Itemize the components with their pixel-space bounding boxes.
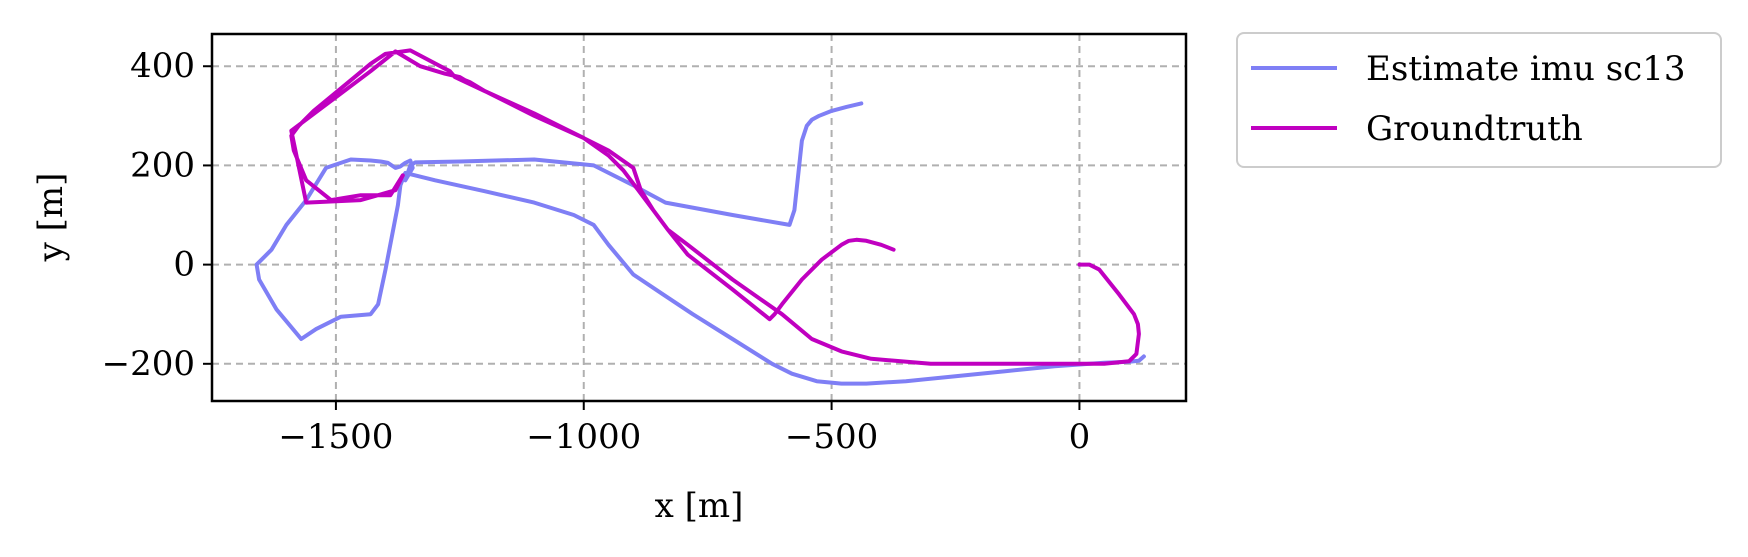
legend: Estimate imu sc13 Groundtruth [1236,32,1722,168]
y-tick-label: 0 [173,245,195,285]
plot-frame [210,32,1188,403]
y-tick-label: 200 [130,145,195,185]
legend-label-groundtruth: Groundtruth [1366,109,1583,149]
y-axis-label: y [m] [31,173,71,263]
legend-label-estimate: Estimate imu sc13 [1366,49,1685,89]
x-tick-label: 0 [1069,417,1091,457]
axis-ticks: −1500 −1000 −500 0 400 200 0 −200 [102,46,1091,457]
y-tick-label: −200 [102,344,195,384]
grid-lines [212,34,1186,401]
series-line-groundtruth [289,48,1141,366]
x-tick-label: −500 [785,417,878,457]
x-tick-label: −1500 [278,417,393,457]
series-layer [254,48,1146,386]
y-tick-label: 400 [130,46,195,86]
series-line-estimate-imu-sc13 [254,101,1146,386]
x-tick-label: −1000 [526,417,641,457]
x-axis-label: x [m] [655,486,744,526]
legend-box [1236,32,1722,168]
